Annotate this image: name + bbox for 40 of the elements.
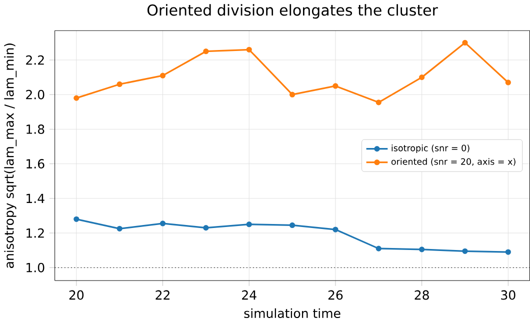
point xyxy=(376,246,382,252)
point xyxy=(419,246,425,252)
point xyxy=(419,74,425,80)
y-tick-label: 1.6 xyxy=(26,158,44,168)
point xyxy=(505,80,511,86)
y-tick-label: 1.0 xyxy=(26,262,44,272)
x-tick-label: 22 xyxy=(156,290,170,300)
y-tick-label: 1.2 xyxy=(26,228,44,238)
point xyxy=(505,249,511,255)
x-tick-label: 20 xyxy=(69,290,84,300)
x-tick-label: 26 xyxy=(328,290,343,300)
point xyxy=(116,226,122,232)
y-tick-label: 1.8 xyxy=(26,124,44,134)
x-tick-label: 24 xyxy=(242,290,256,300)
point xyxy=(246,46,252,52)
y-tick-label: 2.2 xyxy=(26,55,44,65)
point xyxy=(116,81,122,87)
chart-title: Oriented division elongates the cluster xyxy=(147,4,438,19)
point xyxy=(332,83,338,89)
point xyxy=(332,226,338,232)
point xyxy=(203,48,209,54)
legend-label: isotropic (snr = 0) xyxy=(392,144,470,153)
point xyxy=(160,220,166,226)
point xyxy=(289,222,296,228)
y-tick-label: 1.4 xyxy=(26,194,44,203)
point xyxy=(246,221,252,228)
legend-label: oriented (snr = 20, axis = x) xyxy=(391,158,516,166)
point xyxy=(160,72,166,78)
point xyxy=(74,95,80,101)
x-tick-label: 28 xyxy=(414,290,429,300)
x-tick-label: 30 xyxy=(501,290,516,300)
y-tick-label: 2.0 xyxy=(26,90,44,100)
point xyxy=(74,216,80,222)
y-axis-title: anisotropy sqrt(lam_max / lam_min) xyxy=(4,43,17,268)
point xyxy=(203,224,209,231)
point xyxy=(462,40,468,46)
point xyxy=(462,248,468,254)
point xyxy=(376,99,382,106)
point xyxy=(289,92,296,98)
x-axis-title: simulation time xyxy=(244,308,340,318)
